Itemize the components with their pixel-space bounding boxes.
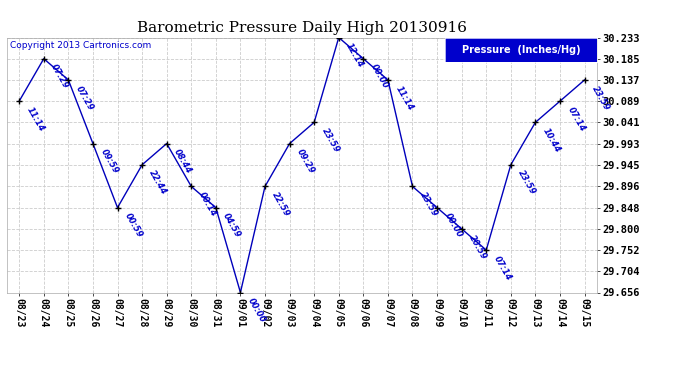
Text: 23:59: 23:59	[418, 190, 440, 218]
Text: 08:44: 08:44	[172, 148, 193, 176]
Text: Pressure  (Inches/Hg): Pressure (Inches/Hg)	[462, 45, 580, 55]
Text: 12:14: 12:14	[344, 42, 366, 69]
Text: 09:59: 09:59	[99, 148, 120, 176]
Text: 11:14: 11:14	[393, 84, 415, 112]
Text: 07:14: 07:14	[492, 254, 513, 282]
Text: 23:59: 23:59	[516, 169, 538, 197]
Text: 10:44: 10:44	[541, 126, 562, 154]
Text: 04:59: 04:59	[221, 212, 243, 240]
Text: 07:14: 07:14	[566, 105, 586, 133]
Text: 23:59: 23:59	[590, 84, 611, 112]
Text: 00:14: 00:14	[197, 190, 218, 218]
Text: 20:59: 20:59	[467, 233, 489, 261]
Text: 09:29: 09:29	[295, 148, 317, 176]
Text: 00:00: 00:00	[369, 63, 390, 91]
Text: 22:44: 22:44	[148, 169, 169, 197]
Text: 11:14: 11:14	[25, 105, 46, 133]
Text: 07:29: 07:29	[74, 84, 95, 112]
Text: 23:59: 23:59	[319, 126, 341, 154]
Text: 00:00: 00:00	[442, 212, 464, 240]
Text: Copyright 2013 Cartronics.com: Copyright 2013 Cartronics.com	[10, 41, 152, 50]
Text: 00:00: 00:00	[246, 297, 267, 324]
Text: 07:29: 07:29	[49, 63, 70, 91]
Title: Barometric Pressure Daily High 20130916: Barometric Pressure Daily High 20130916	[137, 21, 467, 35]
Text: 22:59: 22:59	[270, 190, 292, 218]
Text: 00:59: 00:59	[123, 212, 144, 240]
